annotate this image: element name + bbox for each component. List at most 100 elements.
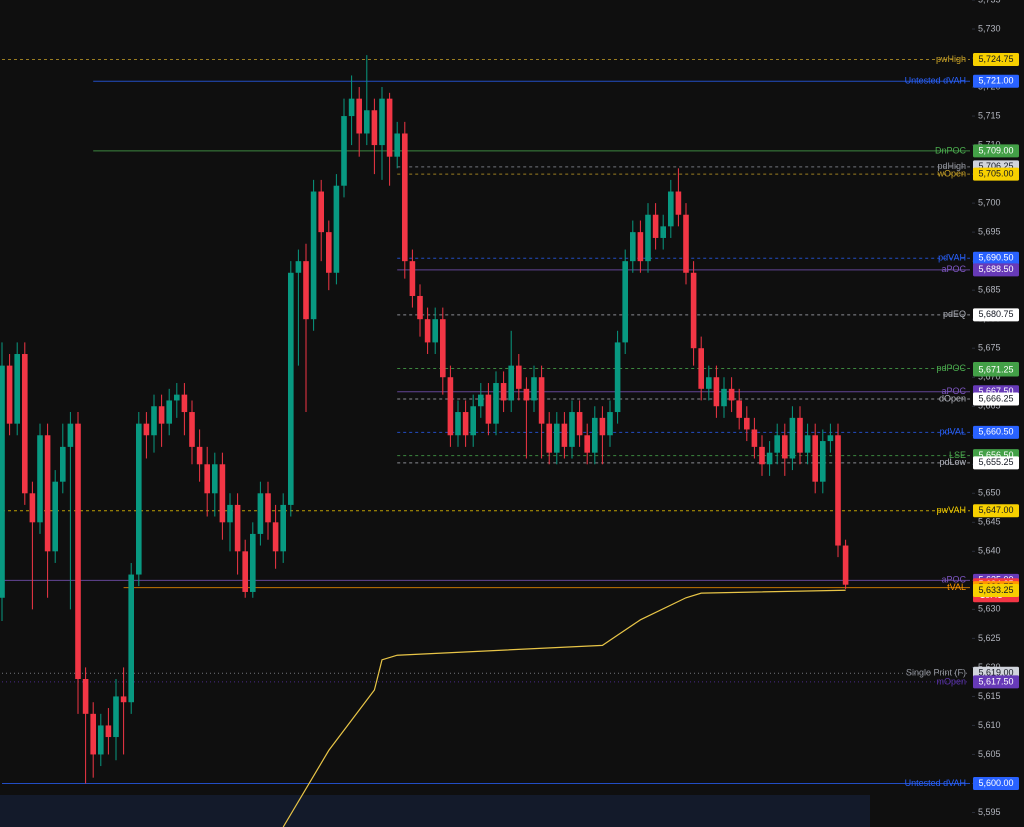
candle-body: [280, 504, 286, 552]
y-tick-label: 5,665: [978, 401, 1001, 411]
level-label: pdHigh: [937, 161, 966, 171]
candle-body: [402, 133, 408, 262]
candle-body: [698, 348, 704, 389]
candle-body: [189, 412, 195, 447]
y-tick-label: 5,640: [978, 546, 1001, 556]
price-tag: [973, 52, 1019, 66]
candle-body: [386, 98, 393, 157]
price-tag: [973, 363, 1019, 377]
y-tick-label: 5,610: [978, 720, 1001, 730]
y-tick-label: 5,630: [978, 604, 1001, 614]
level-label: mOpen: [936, 676, 966, 686]
y-tick-label: 5,625: [978, 633, 1001, 643]
candle-body: [432, 319, 438, 343]
price-tag-label: 5,706.25: [978, 161, 1013, 171]
candle-body: [52, 481, 58, 552]
candle-body: [37, 435, 43, 523]
candle-body: [766, 452, 773, 465]
candle-body: [120, 696, 127, 703]
candle-body: [288, 272, 294, 505]
candle-body: [607, 412, 613, 436]
candle-body: [835, 435, 841, 546]
level-label: pwHigh: [936, 54, 966, 64]
price-tag-label: 5,705.00: [978, 168, 1013, 178]
candle-body: [6, 365, 13, 424]
candle-body: [462, 412, 469, 436]
price-tag: [973, 74, 1019, 88]
candle-body: [113, 696, 119, 738]
candle-body: [827, 435, 834, 442]
candle-body: [614, 342, 621, 413]
candle-body: [797, 417, 803, 453]
price-tag-label: 5,680.75: [978, 309, 1013, 319]
price-tag: [973, 263, 1019, 277]
y-tick-label: 5,650: [978, 488, 1001, 498]
price-tag-label: 5,655.25: [978, 457, 1013, 467]
candle-body: [356, 98, 362, 134]
y-tick-label: 5,670: [978, 372, 1001, 382]
candle-body: [90, 713, 96, 755]
candle-body: [0, 365, 5, 598]
candle-body: [227, 504, 233, 523]
candle-body: [789, 417, 796, 459]
level-label: tVAL: [947, 582, 966, 592]
candle-body: [842, 545, 849, 585]
level-label: pdPOC: [936, 363, 966, 373]
candle-body: [440, 319, 446, 378]
candle-body: [14, 354, 20, 424]
candle-body: [645, 214, 651, 262]
candle-body: [196, 446, 203, 465]
candle-body: [774, 435, 780, 453]
candle-body: [82, 679, 89, 714]
candle-body: [660, 226, 666, 238]
price-tag: [973, 504, 1019, 518]
level-label: pdLow: [939, 457, 966, 467]
candle-body: [371, 110, 378, 146]
candle-body: [630, 232, 636, 262]
candle-body: [295, 261, 302, 273]
y-tick-label: 5,685: [978, 285, 1001, 295]
candle-body: [151, 406, 157, 436]
price-tag: [973, 308, 1019, 322]
candle-body: [174, 394, 180, 401]
price-tag: [973, 144, 1019, 158]
candle-body: [622, 261, 628, 343]
candle-body: [105, 725, 112, 738]
price-tag-label: 5,724.75: [978, 54, 1013, 64]
candle-body: [721, 388, 727, 407]
candle-body: [576, 412, 583, 436]
level-label: aPOC: [941, 386, 966, 396]
candle-body: [333, 185, 340, 273]
candle-body: [250, 533, 256, 592]
candle-body: [690, 272, 697, 349]
price-tag-label: 5,666.25: [978, 393, 1013, 403]
price-tag: [973, 251, 1019, 265]
candle-body: [22, 354, 28, 494]
price-tag-label: 5,721.00: [978, 76, 1013, 86]
candle-body: [820, 441, 826, 482]
candle-body: [652, 214, 659, 238]
candle-body: [257, 493, 264, 534]
candle-body: [143, 423, 150, 436]
candle-body: [234, 504, 241, 552]
level-label: pdVAL: [940, 427, 966, 437]
y-tick-label: 5,615: [978, 691, 1001, 701]
candle-body: [128, 574, 134, 703]
candle-body: [98, 725, 104, 755]
candle-body: [310, 191, 317, 320]
candle-body: [523, 388, 530, 401]
level-label: Untested dVAH: [905, 778, 966, 788]
level-label: aPOC: [941, 264, 966, 274]
candle-body: [759, 446, 765, 465]
price-tag-label: 5,671.25: [978, 364, 1013, 374]
candle-body: [166, 400, 172, 424]
candle-body: [713, 377, 720, 407]
candle-body: [470, 406, 476, 436]
price-tag: [973, 425, 1019, 439]
candle-body: [668, 191, 674, 227]
candle-body: [538, 377, 545, 424]
candle-body: [599, 417, 606, 436]
candle-body: [318, 191, 324, 233]
candle-body: [181, 394, 188, 413]
